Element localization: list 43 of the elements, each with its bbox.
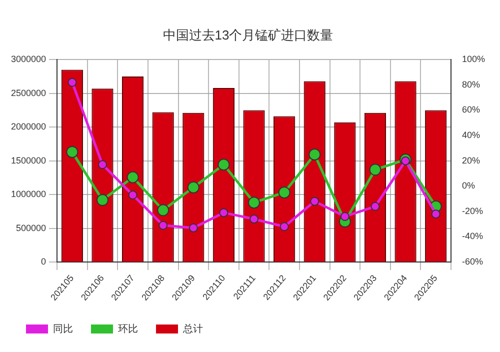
point	[219, 208, 228, 218]
y2-tick-label: 40%	[462, 130, 480, 140]
point	[66, 146, 78, 158]
point	[96, 194, 108, 206]
y2-tick-label: -60%	[462, 256, 483, 267]
point	[128, 190, 138, 200]
y-tick-label: 2500000	[10, 88, 46, 98]
point	[308, 148, 321, 160]
y2-tick-label: 20%	[462, 155, 480, 166]
point	[248, 196, 260, 209]
point	[187, 181, 200, 194]
point	[369, 164, 382, 176]
point	[250, 214, 259, 224]
point	[157, 204, 170, 216]
point	[401, 156, 410, 166]
point	[98, 160, 107, 170]
point	[68, 78, 77, 87]
y2-tick-label: -40%	[462, 231, 483, 242]
point	[370, 202, 380, 211]
point	[158, 220, 168, 230]
point	[340, 212, 350, 221]
point	[431, 209, 440, 218]
chart-title: 中国过去13个月锰矿进口数量	[162, 27, 334, 42]
y2-tick-label: 0%	[462, 180, 475, 191]
y-tick-label: 0	[41, 256, 46, 267]
y2-tick-label: 100%	[462, 54, 486, 64]
y-tick-label: 2000000	[10, 122, 46, 132]
point	[188, 223, 198, 232]
y-tick-label: 1000000	[10, 189, 46, 200]
legend-label: 环比	[118, 322, 138, 335]
y-tick-label: 3000000	[10, 54, 46, 64]
point	[310, 196, 320, 206]
point	[280, 222, 289, 232]
y-tick-label: 1500000	[10, 155, 46, 166]
legend-label: 同比	[53, 322, 73, 335]
point	[278, 186, 290, 198]
point	[218, 158, 230, 171]
legend-label: 总计	[182, 322, 203, 335]
y2-tick-label: 80%	[462, 79, 480, 90]
y2-tick-label: -20%	[462, 206, 483, 216]
y-tick-label: 500000	[16, 222, 46, 233]
point	[126, 171, 139, 184]
y2-tick-label: 60%	[462, 104, 480, 115]
